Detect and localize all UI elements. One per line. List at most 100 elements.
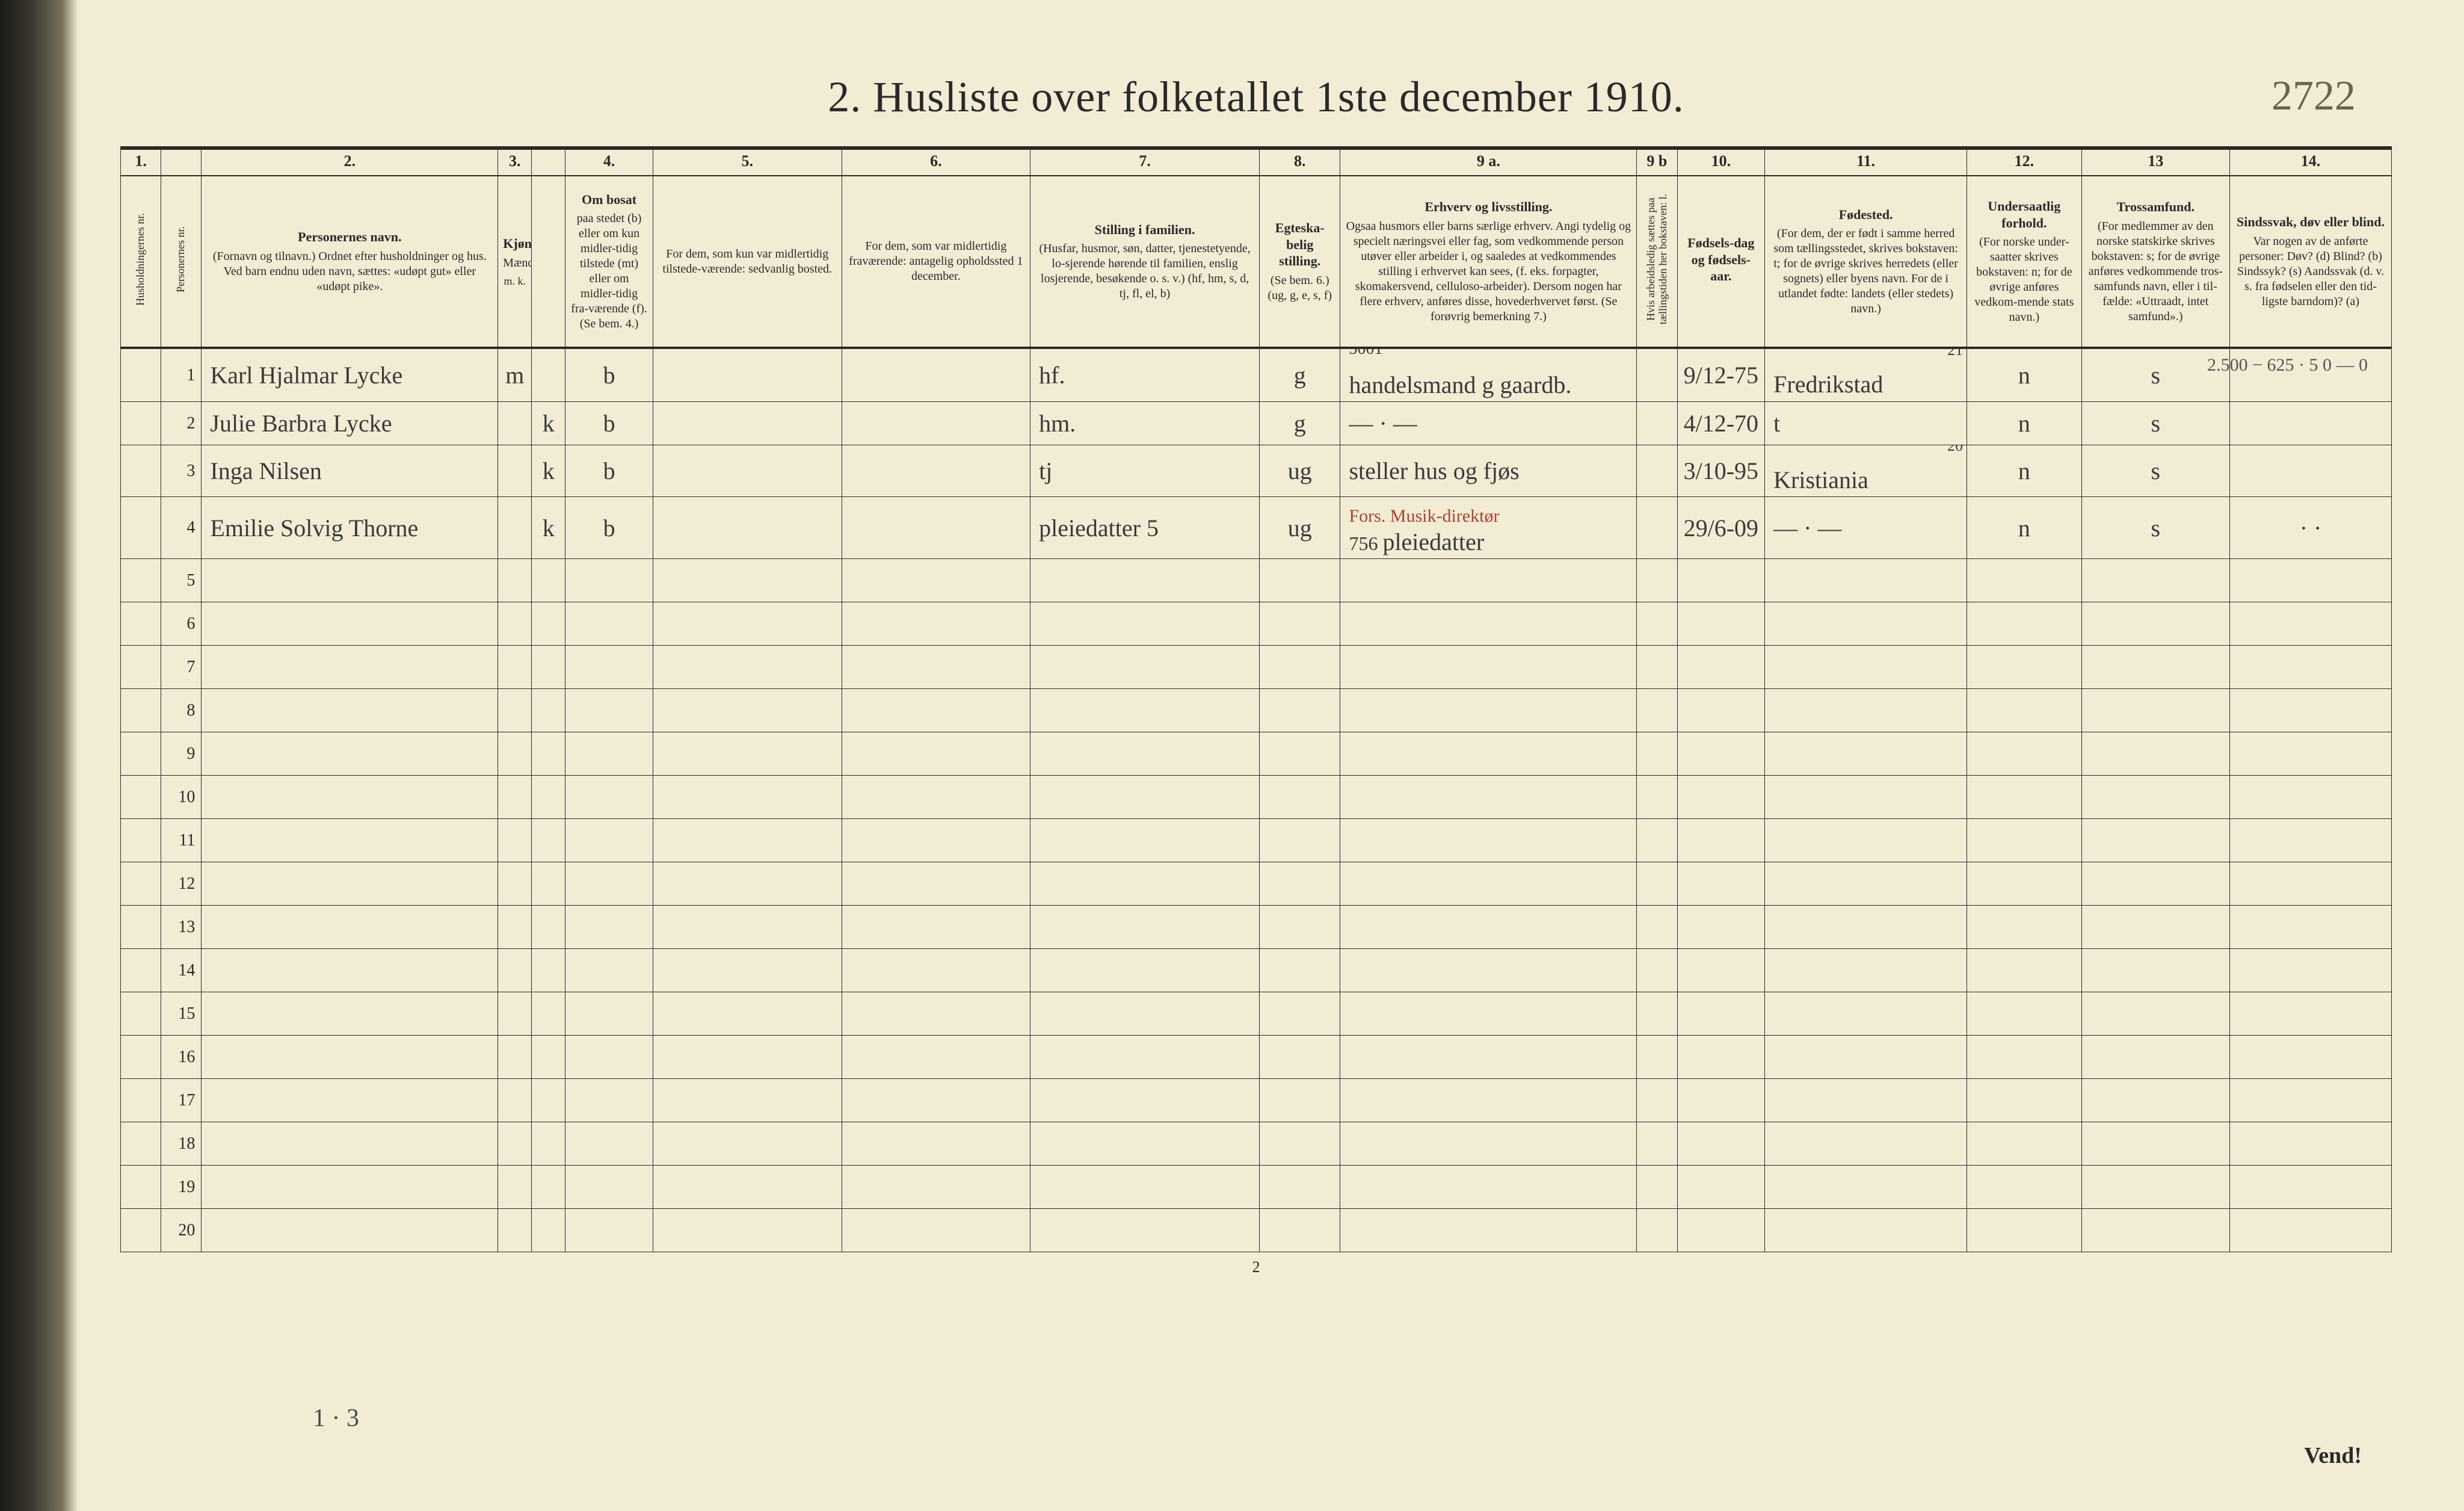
- cell: [2230, 949, 2392, 992]
- cell: [1677, 949, 1765, 992]
- cell: 6: [161, 602, 202, 646]
- cell: [1765, 949, 1967, 992]
- cell: [498, 559, 532, 602]
- cell: 8: [161, 689, 202, 732]
- census-page: 2722 2. Husliste over folketallet 1ste d…: [0, 0, 2464, 1511]
- cell: [202, 1036, 498, 1079]
- cell: [653, 819, 842, 862]
- cell: [121, 1166, 161, 1209]
- cell: [532, 602, 565, 646]
- cell: [121, 348, 161, 402]
- cell: [498, 1166, 532, 1209]
- cell: [653, 559, 842, 602]
- cell: [1260, 1209, 1340, 1252]
- cell: [121, 497, 161, 559]
- cell: [1030, 1036, 1260, 1079]
- cell: [565, 776, 653, 819]
- cell: [1260, 992, 1340, 1036]
- cell: [1967, 559, 2081, 602]
- col-header: Personernes nr.: [161, 176, 202, 348]
- cell: [532, 949, 565, 992]
- col-header: Egteska-belig stilling.(Se bem. 6.) (ug,…: [1260, 176, 1340, 348]
- cell: [1030, 1079, 1260, 1122]
- cell: n: [1967, 445, 2081, 497]
- cell: [2230, 689, 2392, 732]
- cell: [1967, 862, 2081, 906]
- cell: [565, 1166, 653, 1209]
- cell: [1260, 1079, 1340, 1122]
- cell: [1677, 862, 1765, 906]
- cell: 13: [161, 906, 202, 949]
- cell: [565, 1079, 653, 1122]
- cell: [121, 1036, 161, 1079]
- margin-calculation: 2.500 − 625 · 5 0 — 0: [2207, 355, 2368, 375]
- cell: [1340, 689, 1637, 732]
- cell: 20: [161, 1209, 202, 1252]
- cell: [1340, 1079, 1637, 1122]
- cell: [1637, 776, 1677, 819]
- cell: [498, 1209, 532, 1252]
- cell: b: [565, 402, 653, 445]
- cell: [202, 1079, 498, 1122]
- cell: [653, 1079, 842, 1122]
- cell: [1030, 689, 1260, 732]
- cell: [1765, 732, 1967, 776]
- col-number: 11.: [1765, 148, 1967, 176]
- cell: 19: [161, 1166, 202, 1209]
- cell: [121, 819, 161, 862]
- cell: steller hus og fjøs: [1340, 445, 1637, 497]
- cell: [1637, 862, 1677, 906]
- cell: [653, 348, 842, 402]
- cell: [842, 906, 1030, 949]
- cell: Inga Nilsen: [202, 445, 498, 497]
- col-header: Fødested.(For dem, der er født i samme h…: [1765, 176, 1967, 348]
- table-row: 10: [121, 776, 2392, 819]
- table-row: 14: [121, 949, 2392, 992]
- cell: 3: [161, 445, 202, 497]
- cell: [1340, 992, 1637, 1036]
- table-row: 1Karl Hjalmar Lyckembhf.g5001handelsmand…: [121, 348, 2392, 402]
- cell: [1765, 1209, 1967, 1252]
- cell: [1637, 402, 1677, 445]
- col-header: Trossamfund.(For medlemmer av den norske…: [2081, 176, 2229, 348]
- col-header: [532, 176, 565, 348]
- cell: [202, 776, 498, 819]
- cell: [202, 906, 498, 949]
- col-number: 14.: [2230, 148, 2392, 176]
- cell: [2081, 1036, 2229, 1079]
- cell: [1340, 1209, 1637, 1252]
- cell: [842, 689, 1030, 732]
- cell: 5001handelsmand g gaardb.: [1340, 348, 1637, 402]
- cell: [842, 348, 1030, 402]
- cell: pleiedatter 5: [1030, 497, 1260, 559]
- cell: [1765, 1079, 1967, 1122]
- cell: [121, 906, 161, 949]
- cell: [1967, 1122, 2081, 1166]
- cell: [565, 559, 653, 602]
- cell: [565, 819, 653, 862]
- cell: [1967, 646, 2081, 689]
- cell: [498, 992, 532, 1036]
- cell: s: [2081, 445, 2229, 497]
- cell: 17: [161, 1079, 202, 1122]
- cell: [532, 689, 565, 732]
- table-row: 11: [121, 819, 2392, 862]
- cell: 18: [161, 1122, 202, 1166]
- cell: [653, 1122, 842, 1166]
- cell: [1967, 1209, 2081, 1252]
- cell: [2081, 689, 2229, 732]
- table-row: 4Emilie Solvig Thornekbpleiedatter 5ugFo…: [121, 497, 2392, 559]
- cell: [498, 445, 532, 497]
- cell: [1030, 819, 1260, 862]
- cell: g: [1260, 348, 1340, 402]
- cell: [2230, 559, 2392, 602]
- cell: n: [1967, 348, 2081, 402]
- cell: [1260, 776, 1340, 819]
- cell: [1765, 906, 1967, 949]
- cell: [1340, 559, 1637, 602]
- cell: [2230, 862, 2392, 906]
- table-row: 13: [121, 906, 2392, 949]
- cell: [1340, 949, 1637, 992]
- cell: [1260, 559, 1340, 602]
- cell: [1340, 1122, 1637, 1166]
